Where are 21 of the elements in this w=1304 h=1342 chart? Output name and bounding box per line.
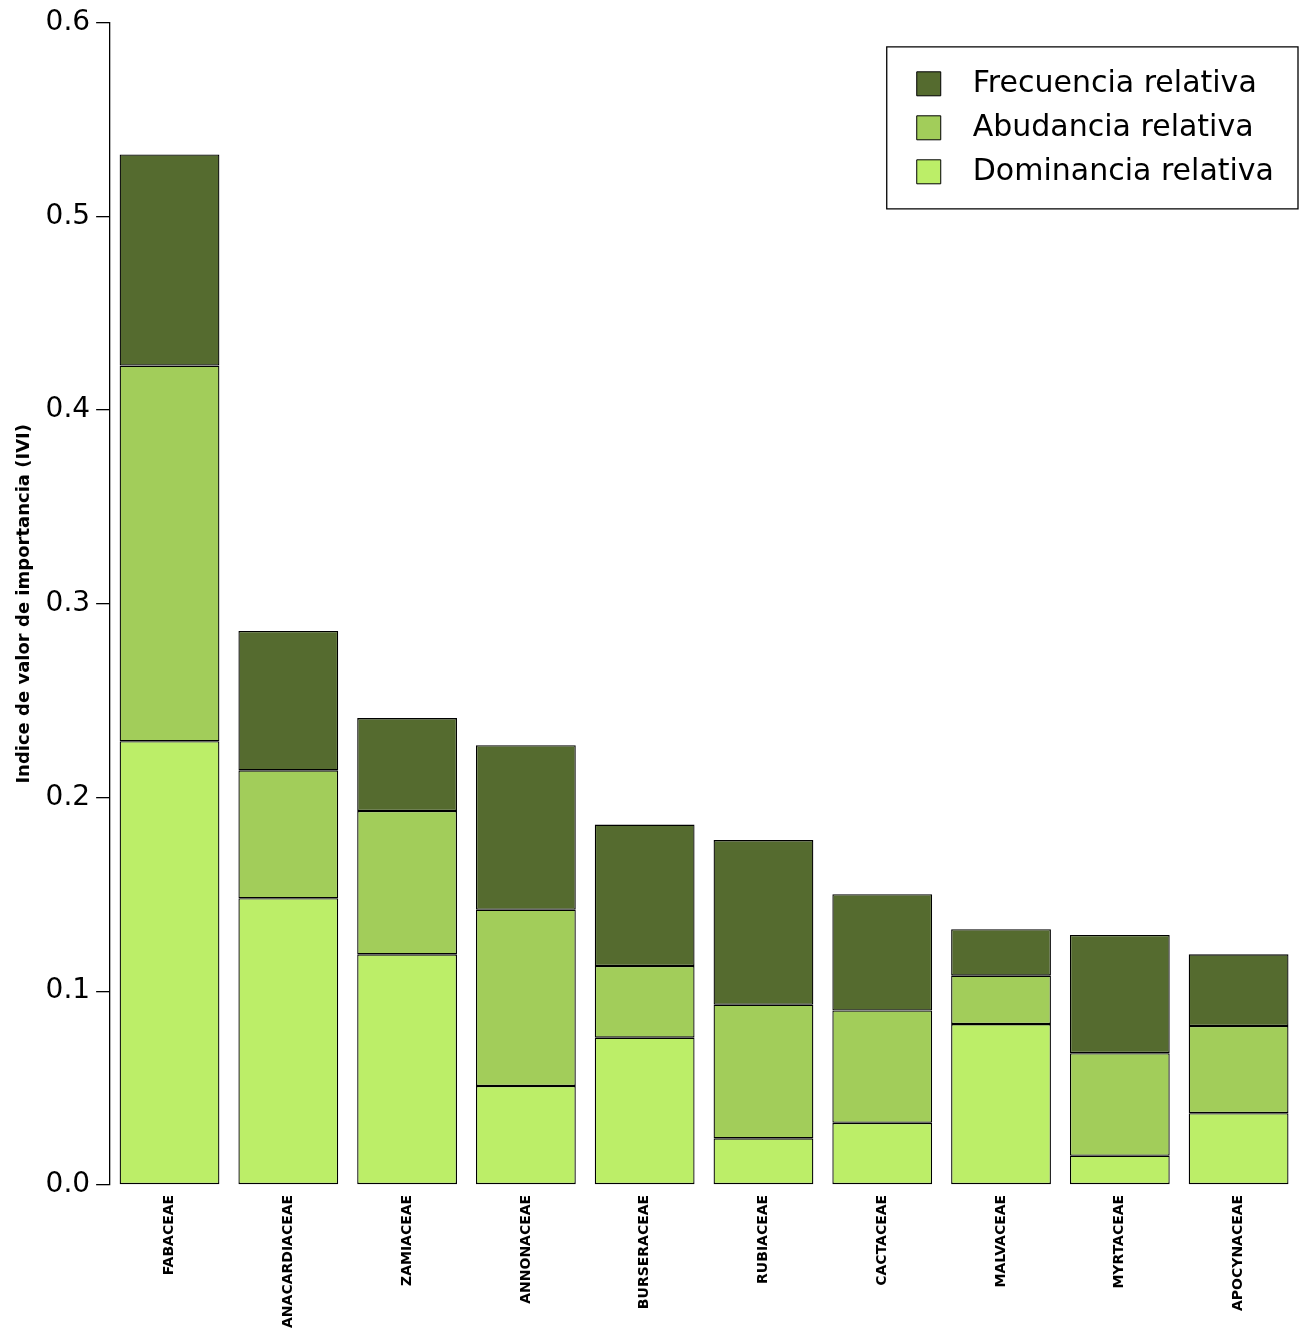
y-tick-label: 0.2	[45, 778, 91, 812]
x-tick-label: ANNONACEAE	[516, 1194, 533, 1304]
x-tick-label: ANACARDIACEAE	[278, 1194, 295, 1329]
x-tick-label: FABACEAE	[160, 1194, 177, 1276]
x-tick-label: MALVACEAE	[991, 1194, 1008, 1288]
x-tick-label: APOCYNACEAE	[1229, 1194, 1246, 1312]
x-tick-label: BURSERACEAE	[635, 1194, 652, 1310]
y-tick-label: 0.4	[45, 391, 91, 425]
x-tick-label: RUBIACEAE	[754, 1194, 771, 1284]
y-tick-label: 0.5	[45, 197, 91, 231]
x-tick-label: CACTACEAE	[872, 1194, 889, 1286]
legend-label: Abudancia relativa	[972, 107, 1254, 143]
y-axis-title: Indice de valor de importancia (IVI)	[12, 423, 34, 784]
x-tick-label: MYRTACEAE	[1110, 1194, 1127, 1289]
y-tick-label: 0.3	[45, 585, 91, 619]
legend-label: Dominancia relativa	[972, 151, 1275, 187]
x-tick-label: ZAMIACEAE	[397, 1194, 414, 1287]
y-tick-label: 0.0	[45, 1166, 91, 1200]
legend-label: Frecuencia relativa	[972, 63, 1257, 99]
y-tick-label: 0.6	[45, 4, 91, 38]
y-tick-label: 0.1	[45, 972, 91, 1006]
